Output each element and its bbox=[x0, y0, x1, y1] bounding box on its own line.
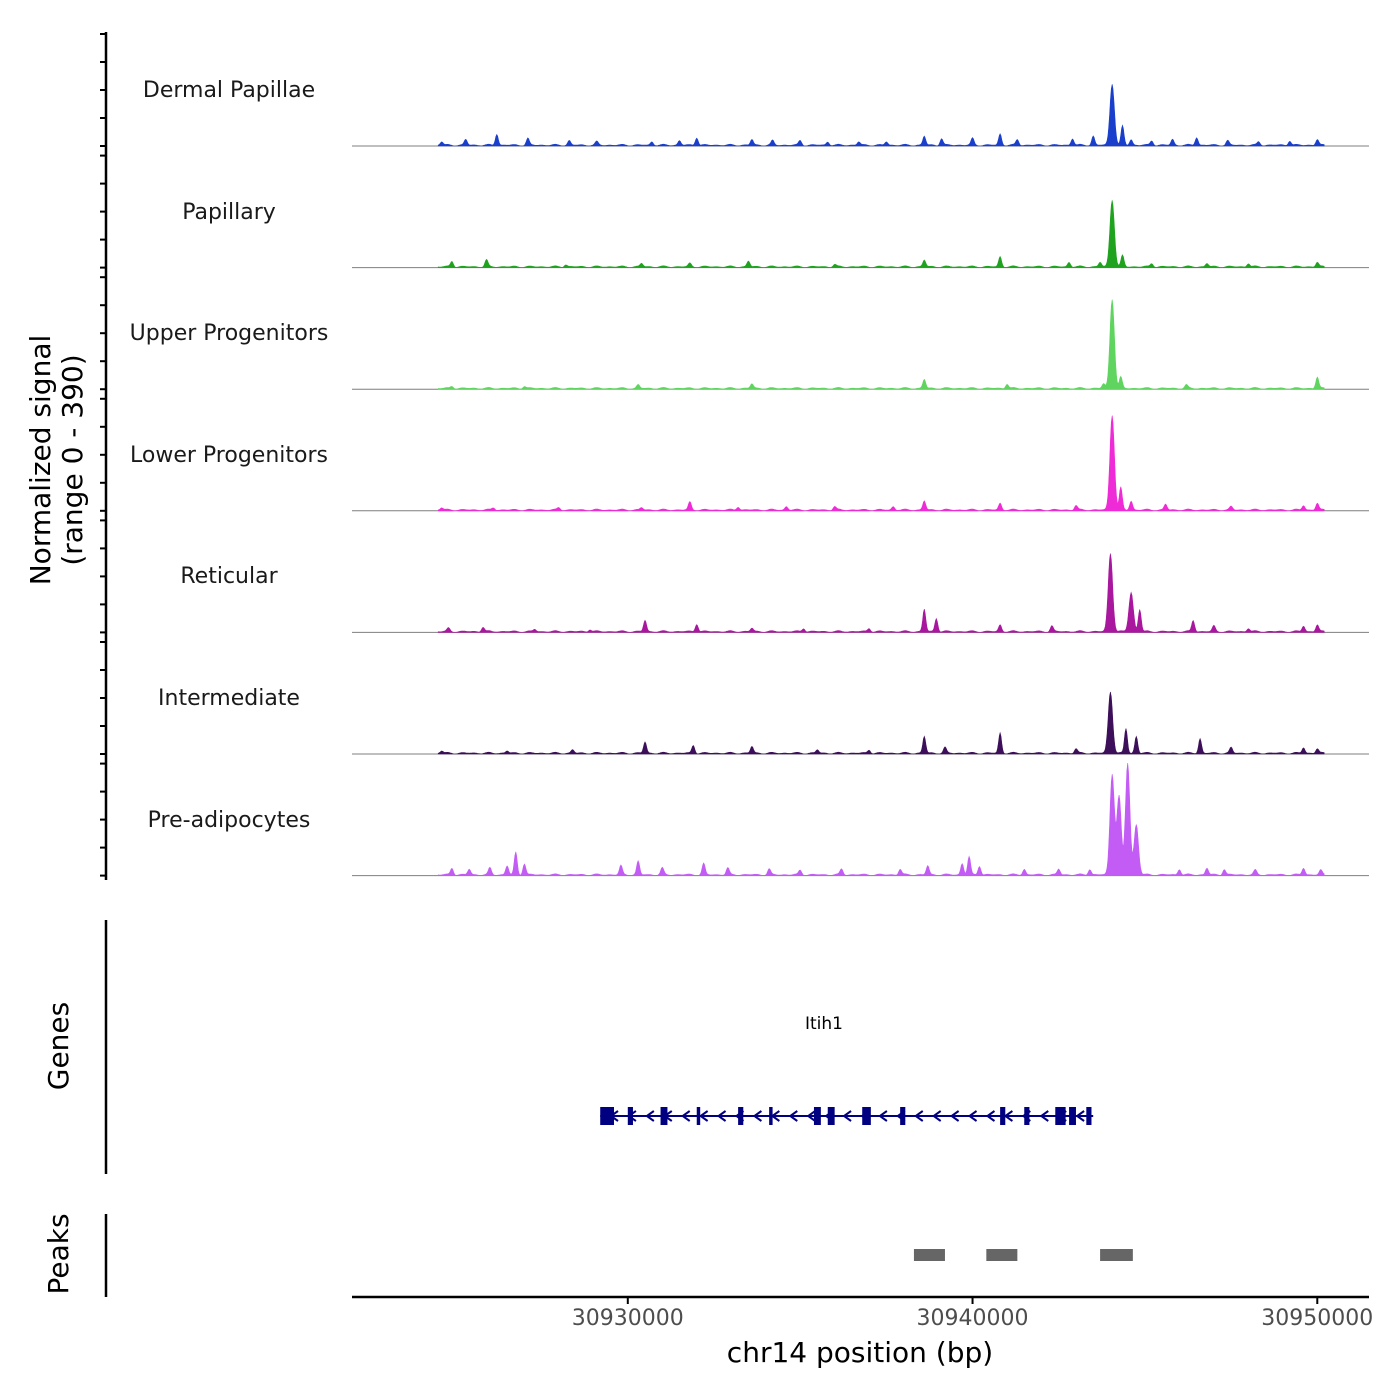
coverage-area-0 bbox=[437, 84, 1325, 147]
track-label-5: Intermediate bbox=[158, 686, 300, 711]
strand-arrow-4 bbox=[680, 1110, 691, 1122]
exon-13 bbox=[1069, 1107, 1076, 1125]
exon-5 bbox=[769, 1107, 773, 1125]
exon-6 bbox=[813, 1107, 821, 1125]
peak-region-2 bbox=[1100, 1249, 1133, 1261]
strand-arrow-2 bbox=[645, 1110, 655, 1122]
strand-arrow-24 bbox=[1039, 1110, 1049, 1122]
gene-name-label: Itih1 bbox=[805, 1014, 843, 1034]
strand-arrow-20 bbox=[967, 1110, 978, 1122]
peak-region-1 bbox=[986, 1249, 1018, 1261]
strand-arrow-10 bbox=[788, 1110, 798, 1122]
exon-1 bbox=[627, 1107, 633, 1125]
strand-arrow-5 bbox=[698, 1110, 709, 1122]
exon-10 bbox=[1000, 1107, 1006, 1125]
strand-arrow-13 bbox=[842, 1110, 852, 1122]
coverage-area-2 bbox=[437, 299, 1325, 390]
x-tick-label-2: 30950000 bbox=[1261, 1306, 1374, 1331]
strand-arrow-19 bbox=[949, 1110, 960, 1122]
exon-2 bbox=[660, 1107, 668, 1125]
x-tick-label-1: 30940000 bbox=[916, 1306, 1029, 1331]
strand-arrow-22 bbox=[1003, 1110, 1013, 1122]
strand-arrow-11 bbox=[806, 1110, 816, 1122]
exon-0 bbox=[600, 1107, 615, 1125]
strand-arrow-6 bbox=[716, 1110, 727, 1122]
coverage-area-5 bbox=[437, 691, 1325, 755]
track-label-4: Reticular bbox=[180, 564, 278, 590]
track-label-6: Pre-adipocytes bbox=[147, 807, 311, 833]
exon-4 bbox=[738, 1107, 744, 1125]
coverage-area-1 bbox=[437, 200, 1325, 268]
exon-12 bbox=[1055, 1107, 1066, 1125]
exon-14 bbox=[1086, 1107, 1092, 1125]
coverage-area-6 bbox=[437, 762, 1325, 876]
strand-arrow-17 bbox=[914, 1110, 924, 1122]
exon-9 bbox=[900, 1107, 906, 1125]
strand-arrow-21 bbox=[985, 1110, 996, 1122]
track-label-2: Upper Progenitors bbox=[129, 321, 329, 347]
strand-arrow-15 bbox=[878, 1110, 888, 1122]
peak-region-0 bbox=[913, 1249, 945, 1261]
strand-arrow-26 bbox=[1075, 1110, 1085, 1122]
x-tick-label-0: 30930000 bbox=[571, 1306, 684, 1331]
track-label-1: Papillary bbox=[182, 199, 276, 225]
exon-11 bbox=[1024, 1107, 1030, 1125]
strand-arrow-8 bbox=[752, 1110, 763, 1122]
coverage-area-4 bbox=[437, 553, 1325, 633]
track-label-0: Dermal Papillae bbox=[142, 78, 316, 103]
exon-3 bbox=[696, 1107, 701, 1125]
exon-8 bbox=[862, 1107, 871, 1125]
coverage-area-3 bbox=[437, 415, 1325, 512]
strand-arrow-18 bbox=[931, 1110, 942, 1122]
x-axis-title: chr14 position (bp) bbox=[726, 1336, 994, 1369]
track-label-3: Lower Progenitors bbox=[130, 442, 328, 468]
exon-7 bbox=[827, 1107, 835, 1125]
